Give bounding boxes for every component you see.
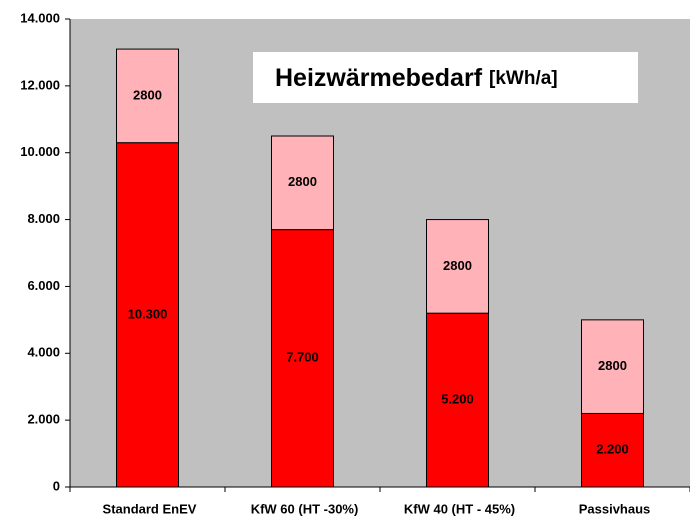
- bar-segment: [426, 219, 489, 314]
- title-box: [253, 52, 638, 103]
- bar-segment: [271, 135, 334, 231]
- y-tick-label: 2.000: [27, 412, 60, 427]
- y-tick-label: 8.000: [27, 211, 60, 226]
- y-tick-label: 10.000: [20, 144, 60, 159]
- x-tick-label: KfW 40 (HT - 45%): [404, 501, 515, 516]
- y-tick-label: 4.000: [27, 345, 60, 360]
- value-label: 10.300: [128, 306, 168, 321]
- value-label: 2800: [598, 358, 627, 373]
- value-label: 2800: [288, 174, 317, 189]
- bar-segment: [116, 48, 179, 144]
- value-label: 5.200: [441, 392, 474, 407]
- y-tick-label: 0: [53, 478, 60, 493]
- value-label: 2800: [133, 87, 162, 102]
- bar-segment: [426, 312, 489, 488]
- bar-segment: [116, 142, 179, 488]
- bar-segment: [271, 229, 334, 488]
- unit-label: [kWh/a]: [489, 68, 558, 89]
- value-label: 2800: [443, 258, 472, 273]
- chart-title: Heizwärmebedarf [kWh/a]: [275, 64, 558, 92]
- bar-segment: [581, 319, 644, 414]
- y-tick-label: 14.000: [20, 10, 60, 25]
- value-label: 2.200: [596, 442, 629, 457]
- x-tick-label: KfW 60 (HT -30%): [251, 501, 359, 516]
- x-tick-label: Passivhaus: [579, 501, 651, 516]
- y-tick-label: 6.000: [27, 278, 60, 293]
- y-tick-label: 12.000: [20, 77, 60, 92]
- title-text: Heizwärmebedarf: [275, 64, 483, 92]
- value-label: 7.700: [286, 350, 319, 365]
- x-tick-label: Standard EnEV: [103, 501, 197, 516]
